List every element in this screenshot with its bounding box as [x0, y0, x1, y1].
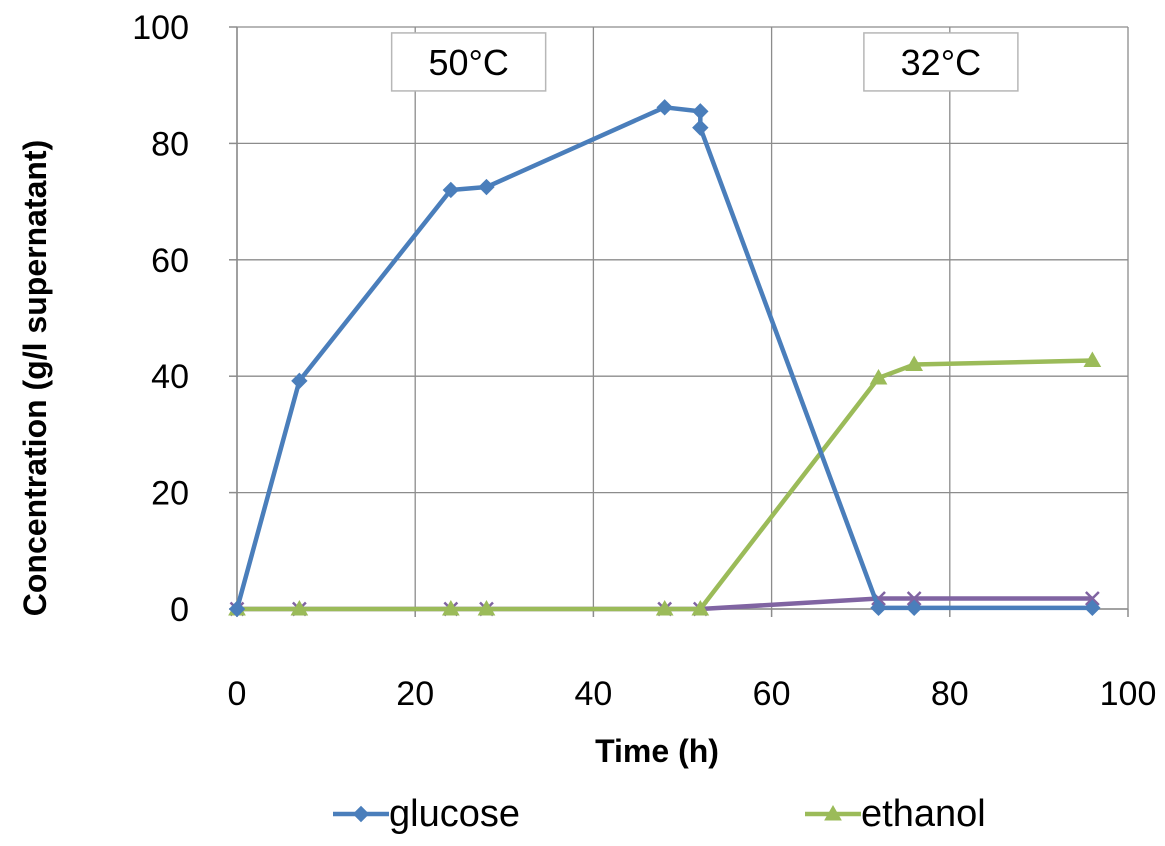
annotation-label: 32°C: [901, 42, 981, 83]
x-tick-label: 0: [228, 675, 247, 713]
y-axis-title: Concentration (g/l supernatant): [17, 140, 53, 616]
axes: [229, 26, 1129, 617]
x-axis-title: Time (h): [595, 733, 719, 769]
annotation-label: 50°C: [428, 42, 508, 83]
annotation-box: [863, 32, 1019, 92]
data-point: [441, 599, 460, 616]
data-point: [905, 355, 924, 372]
data-point: [1083, 351, 1102, 367]
data-point: [692, 119, 709, 136]
x-tick-label: 80: [931, 675, 969, 713]
data-point: [869, 368, 888, 385]
legend-marker: [824, 804, 842, 821]
data-point: [906, 591, 922, 606]
annotations: 50°C 32°C: [390, 32, 1019, 92]
y-tick-label: 20: [151, 475, 189, 513]
data-point: [655, 599, 674, 616]
legend-label: ethanol: [861, 793, 986, 835]
y-tick-label: 80: [151, 125, 189, 163]
data-point: [656, 99, 673, 116]
legend-item-ethanol: ethanol: [805, 793, 986, 835]
series-line: [237, 358, 1093, 612]
x-tick-label: 40: [574, 675, 612, 713]
x-tick-label: 100: [1100, 675, 1157, 713]
y-tick-label: 40: [151, 358, 189, 396]
data-point: [478, 178, 495, 196]
data-point: [692, 103, 709, 120]
y-tick-label: 0: [170, 591, 189, 629]
data-point: [1084, 591, 1100, 606]
data-point: [1084, 599, 1101, 617]
y-tick-label: 60: [151, 242, 189, 280]
data-point: [905, 599, 923, 617]
y-tick-label: 100: [132, 9, 189, 47]
series-glucose: [228, 99, 1101, 618]
data-point: [228, 600, 246, 618]
legend-label: glucose: [389, 793, 520, 835]
data-point: [442, 181, 460, 199]
annotation-box: [390, 32, 547, 92]
series-ethanol: [228, 351, 1102, 616]
series-group: [228, 99, 1102, 618]
series-line: [234, 105, 1093, 611]
grid-lines: [236, 26, 1129, 610]
legend: glucose ethanol: [333, 793, 986, 835]
legend-marker: [352, 805, 370, 823]
x-tick-label: 20: [396, 675, 434, 713]
data-point: [870, 599, 887, 617]
data-point: [691, 599, 710, 616]
data-point: [477, 599, 496, 616]
x-tick-label: 60: [753, 675, 791, 713]
data-point: [290, 599, 309, 616]
data-point: [291, 372, 308, 390]
tick-labels: 0 20 40 60 80 100 0 20 40 60 80 100: [132, 9, 1156, 713]
legend-item-glucose: glucose: [333, 793, 520, 835]
